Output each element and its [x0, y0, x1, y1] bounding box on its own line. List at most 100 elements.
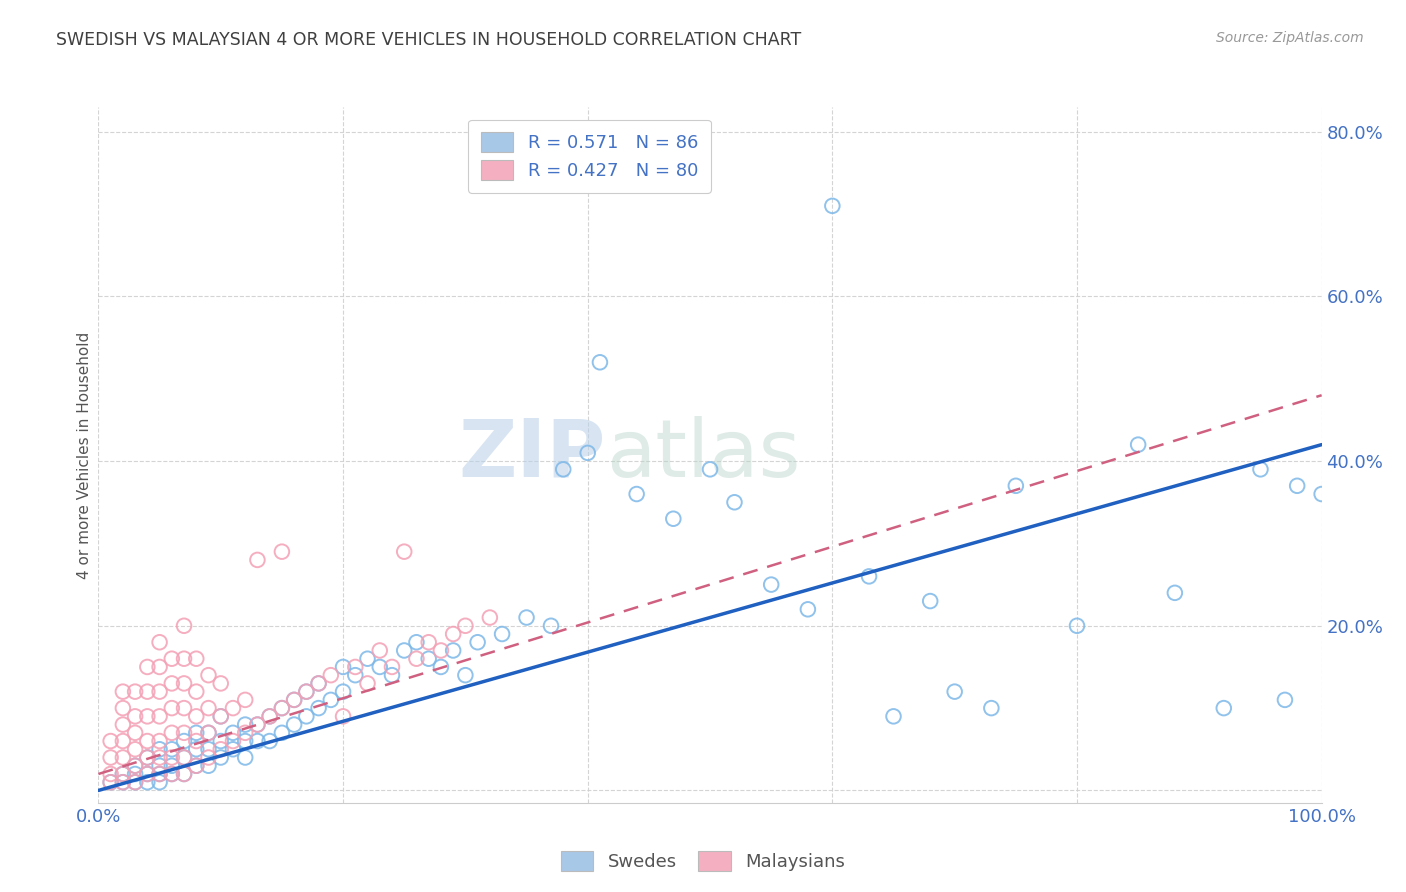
- Point: [149, 742, 172, 756]
- Point: [233, 750, 256, 764]
- Point: [136, 767, 159, 781]
- Point: [1066, 619, 1088, 633]
- Point: [259, 734, 281, 748]
- Point: [186, 726, 208, 740]
- Point: [1286, 479, 1309, 493]
- Point: [1274, 693, 1296, 707]
- Point: [173, 701, 195, 715]
- Legend: R = 0.571   N = 86, R = 0.427   N = 80: R = 0.571 N = 86, R = 0.427 N = 80: [468, 120, 711, 193]
- Point: [209, 709, 232, 723]
- Point: [173, 676, 195, 690]
- Point: [270, 701, 294, 715]
- Point: [136, 750, 159, 764]
- Point: [136, 709, 159, 723]
- Text: atlas: atlas: [606, 416, 800, 494]
- Point: [124, 775, 146, 789]
- Point: [418, 635, 440, 649]
- Point: [553, 462, 575, 476]
- Point: [197, 750, 219, 764]
- Point: [100, 734, 122, 748]
- Point: [136, 660, 159, 674]
- Point: [454, 668, 477, 682]
- Point: [368, 643, 391, 657]
- Point: [332, 684, 354, 698]
- Point: [295, 684, 318, 698]
- Point: [149, 734, 172, 748]
- Point: [209, 750, 232, 764]
- Point: [233, 717, 256, 731]
- Legend: Swedes, Malaysians: Swedes, Malaysians: [554, 844, 852, 879]
- Point: [233, 734, 256, 748]
- Point: [149, 775, 172, 789]
- Point: [111, 775, 134, 789]
- Point: [430, 643, 453, 657]
- Point: [441, 627, 464, 641]
- Point: [540, 619, 562, 633]
- Point: [124, 684, 146, 698]
- Point: [392, 643, 416, 657]
- Point: [332, 660, 354, 674]
- Point: [149, 709, 172, 723]
- Point: [149, 750, 172, 764]
- Point: [111, 767, 134, 781]
- Point: [111, 701, 134, 715]
- Point: [209, 734, 232, 748]
- Point: [124, 758, 146, 772]
- Point: [173, 619, 195, 633]
- Point: [270, 544, 294, 558]
- Point: [454, 619, 477, 633]
- Point: [149, 767, 172, 781]
- Point: [111, 684, 134, 698]
- Point: [124, 726, 146, 740]
- Point: [980, 701, 1002, 715]
- Point: [344, 668, 367, 682]
- Point: [356, 651, 378, 665]
- Point: [124, 758, 146, 772]
- Point: [197, 742, 219, 756]
- Point: [723, 495, 745, 509]
- Point: [173, 651, 195, 665]
- Point: [160, 701, 183, 715]
- Point: [111, 717, 134, 731]
- Point: [111, 750, 134, 764]
- Y-axis label: 4 or more Vehicles in Household: 4 or more Vehicles in Household: [77, 331, 91, 579]
- Point: [576, 446, 599, 460]
- Point: [283, 693, 305, 707]
- Point: [589, 355, 612, 369]
- Point: [160, 726, 183, 740]
- Point: [149, 635, 172, 649]
- Point: [883, 709, 905, 723]
- Point: [136, 734, 159, 748]
- Point: [943, 684, 966, 698]
- Point: [381, 668, 404, 682]
- Point: [149, 684, 172, 698]
- Point: [1004, 479, 1026, 493]
- Point: [160, 742, 183, 756]
- Point: [124, 709, 146, 723]
- Point: [295, 709, 318, 723]
- Point: [308, 676, 330, 690]
- Point: [149, 758, 172, 772]
- Point: [111, 767, 134, 781]
- Point: [149, 767, 172, 781]
- Point: [1128, 437, 1150, 451]
- Point: [356, 676, 378, 690]
- Point: [149, 660, 172, 674]
- Point: [259, 709, 281, 723]
- Text: Source: ZipAtlas.com: Source: ZipAtlas.com: [1216, 31, 1364, 45]
- Point: [136, 767, 159, 781]
- Point: [197, 668, 219, 682]
- Point: [405, 635, 427, 649]
- Point: [136, 750, 159, 764]
- Point: [100, 775, 122, 789]
- Point: [209, 709, 232, 723]
- Point: [173, 767, 195, 781]
- Point: [332, 709, 354, 723]
- Point: [418, 651, 440, 665]
- Point: [1310, 487, 1333, 501]
- Point: [173, 767, 195, 781]
- Point: [233, 726, 256, 740]
- Point: [186, 734, 208, 748]
- Point: [209, 742, 232, 756]
- Point: [920, 594, 942, 608]
